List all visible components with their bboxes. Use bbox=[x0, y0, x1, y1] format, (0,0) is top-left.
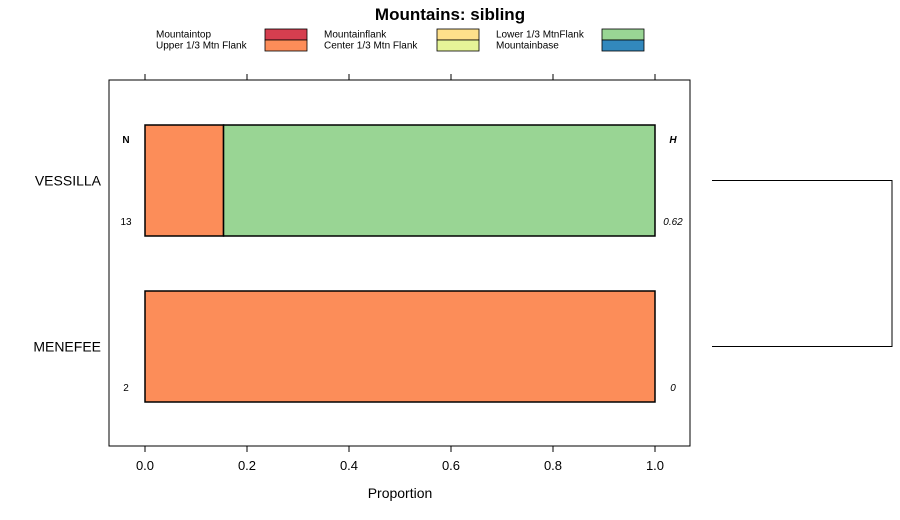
category-label: MENEFEE bbox=[33, 339, 101, 355]
plot-panel bbox=[108, 79, 691, 447]
legend-swatch-mountaintop bbox=[264, 28, 308, 41]
legend-label-mountaintop: Mountaintop bbox=[156, 30, 211, 41]
legend-swatch-mountainflank bbox=[436, 28, 480, 41]
h-value: 0 bbox=[670, 383, 676, 394]
chart-title: Mountains: sibling bbox=[375, 5, 525, 24]
bar-segment bbox=[144, 124, 225, 237]
x-tick-label: 0.0 bbox=[136, 458, 154, 473]
dendrogram bbox=[712, 180, 893, 347]
h-value: 0.62 bbox=[663, 217, 683, 228]
n-value: 13 bbox=[120, 217, 132, 228]
n-value: 2 bbox=[123, 383, 129, 394]
bar-segment bbox=[144, 290, 656, 403]
legend-swatch-mountainbase bbox=[601, 39, 645, 52]
bottom-ticks: 0.0 0.2 0.4 0.6 0.8 1.0 bbox=[136, 446, 664, 473]
x-tick-label: 1.0 bbox=[646, 458, 664, 473]
row-annotations: 13 0.62 2 0 bbox=[120, 217, 683, 394]
top-ticks bbox=[144, 74, 656, 80]
legend-swatch-lower-1-3-mtnflank bbox=[601, 28, 645, 41]
x-tick-label: 0.8 bbox=[544, 458, 562, 473]
legend-swatch-upper-1-3-mtn-flank bbox=[264, 39, 308, 52]
x-tick-label: 0.6 bbox=[442, 458, 460, 473]
legend-swatch-center-1-3-mtn-flank bbox=[436, 39, 480, 52]
x-tick-label: 0.2 bbox=[238, 458, 256, 473]
column-header-h: H bbox=[669, 135, 677, 146]
column-header-n: N bbox=[122, 135, 129, 146]
dendrogram-branch bbox=[712, 180, 893, 347]
legend-label-upper-1-3-mtn-flank: Upper 1/3 Mtn Flank bbox=[156, 41, 248, 52]
x-axis-label: Proportion bbox=[368, 485, 433, 501]
legend-label-lower-1-3-mtnflank: Lower 1/3 MtnFlank bbox=[496, 30, 585, 41]
category-label: VESSILLA bbox=[35, 173, 102, 189]
bar-segment bbox=[222, 124, 656, 237]
legend-label-mountainflank: Mountainflank bbox=[324, 30, 387, 41]
legend-label-mountainbase: Mountainbase bbox=[496, 41, 559, 52]
x-tick-label: 0.4 bbox=[340, 458, 358, 473]
category-labels: VESSILLA MENEFEE bbox=[33, 173, 101, 355]
legend-label-center-1-3-mtn-flank: Center 1/3 Mtn Flank bbox=[324, 41, 418, 52]
bars bbox=[144, 124, 656, 403]
